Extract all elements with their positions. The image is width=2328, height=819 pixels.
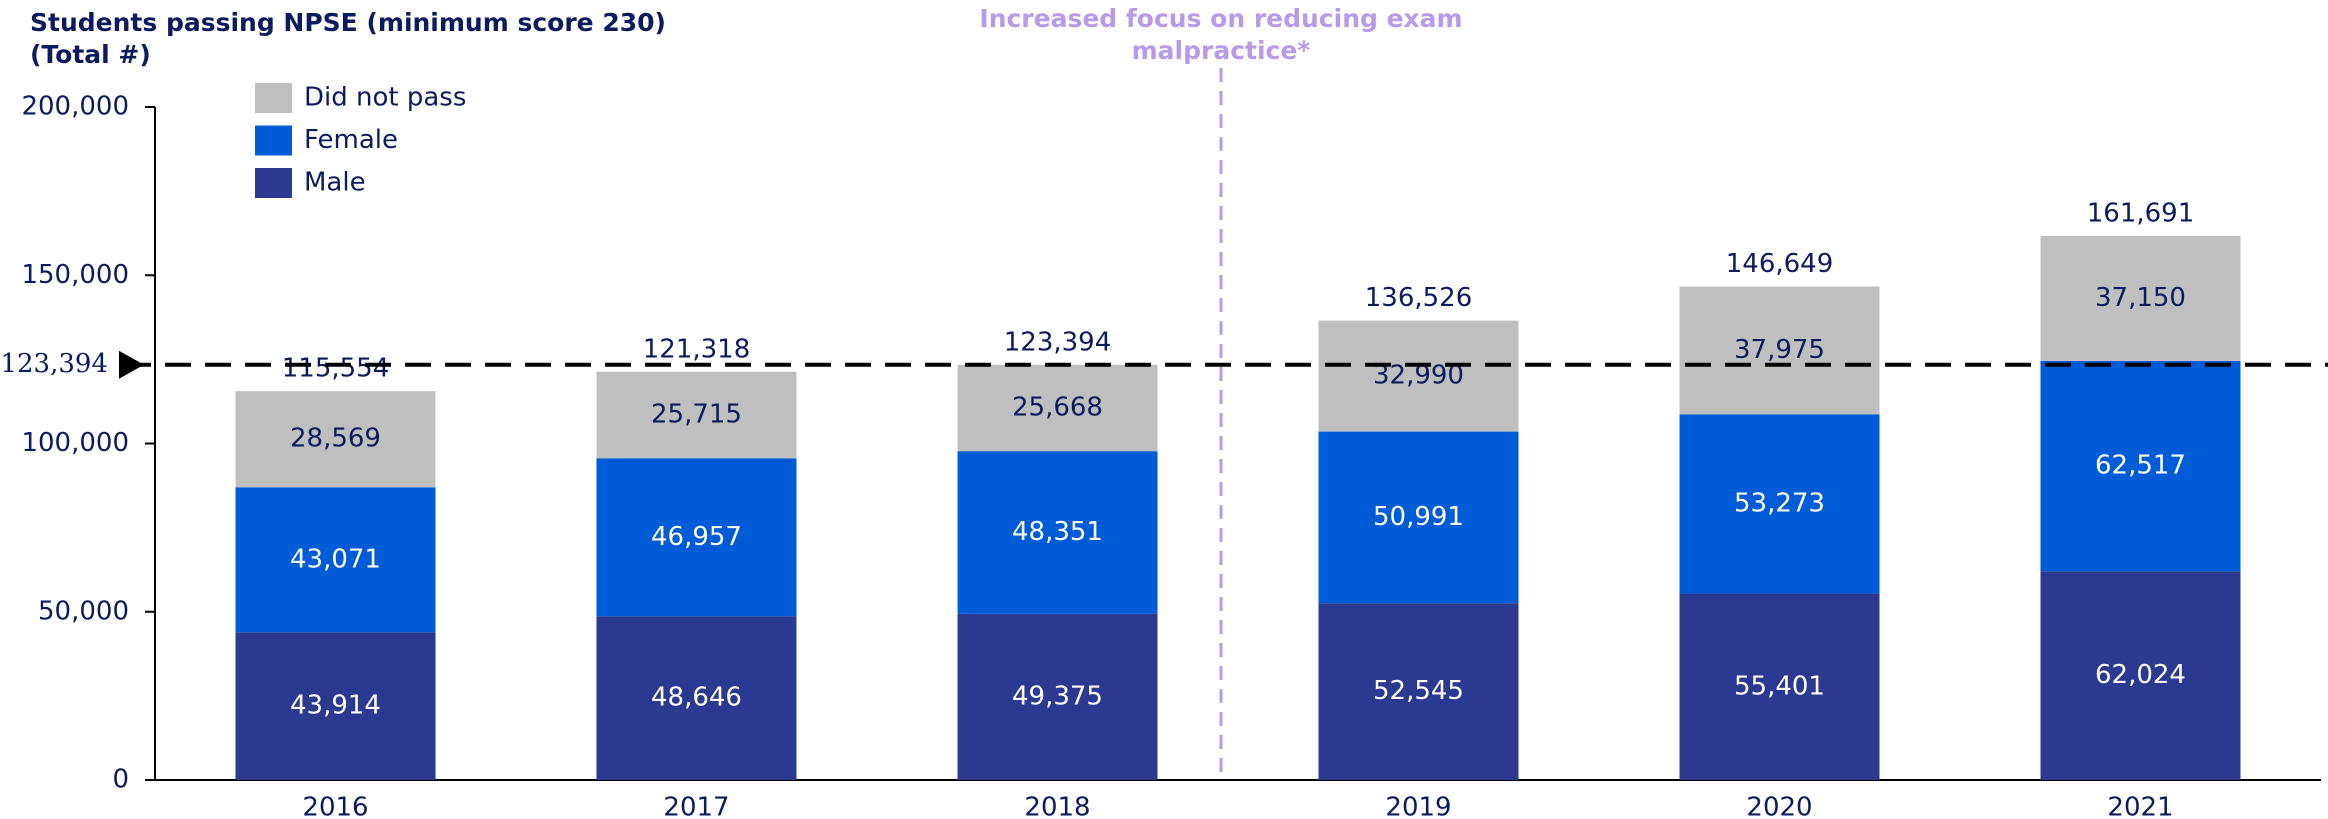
bar-segment [957, 613, 1158, 780]
bar-segment [235, 391, 436, 488]
annotation-text: Increased focus on reducing exam [979, 4, 1462, 33]
total-label: 161,691 [2087, 198, 2195, 228]
bar-segment [1318, 603, 1519, 780]
bar-label: 53,273 [1734, 488, 1825, 518]
reference-marker [119, 350, 144, 379]
annotation-text: malpractice* [1132, 36, 1311, 65]
legend-swatch [255, 83, 292, 113]
bar-segment [2040, 571, 2241, 780]
bar-segment [596, 458, 797, 617]
bar-label: 50,991 [1373, 502, 1464, 532]
x-tick-label: 2018 [1024, 793, 1090, 819]
bar-label: 55,401 [1734, 671, 1825, 701]
total-label: 146,649 [1726, 249, 1834, 279]
bar-label: 25,715 [651, 400, 742, 430]
x-tick-label: 2021 [2107, 793, 2173, 819]
y-tick-label: 0 [112, 765, 129, 795]
bar-segment [1318, 431, 1519, 604]
bar-label: 49,375 [1012, 681, 1103, 711]
chart-title: Students passing NPSE (minimum score 230… [30, 8, 666, 37]
bar-segment [596, 616, 797, 780]
bar-segment [1318, 320, 1519, 432]
bar-segment [596, 371, 797, 459]
bar-label: 43,914 [290, 691, 381, 721]
chart-title: (Total #) [30, 40, 151, 69]
bar-label: 28,569 [290, 424, 381, 454]
bar-segment [2040, 360, 2241, 572]
bar-segment [2040, 235, 2241, 361]
total-label: 136,526 [1365, 283, 1473, 313]
bar-segment [957, 364, 1158, 452]
y-tick-label: 200,000 [21, 92, 129, 122]
bar-segment [235, 632, 436, 780]
bar-label: 25,668 [1012, 392, 1103, 422]
x-tick-label: 2016 [302, 793, 368, 819]
bar-segment [1679, 593, 1880, 780]
total-label: 121,318 [643, 334, 751, 364]
bar-label: 62,517 [2095, 451, 2186, 481]
bar-segment [1679, 414, 1880, 594]
legend-label: Male [304, 168, 366, 198]
bar-label: 43,071 [290, 544, 381, 574]
bar-segment [957, 451, 1158, 614]
bar-label: 48,351 [1012, 517, 1103, 547]
legend-label: Did not pass [304, 83, 466, 113]
bar-label: 48,646 [651, 683, 742, 713]
y-tick-label: 150,000 [21, 260, 129, 290]
total-label: 115,554 [282, 354, 390, 384]
legend-swatch [255, 125, 292, 156]
bar-segment [235, 487, 436, 633]
x-tick-label: 2019 [1385, 793, 1451, 819]
bar-label: 62,024 [2095, 660, 2186, 690]
x-tick-label: 2020 [1746, 793, 1812, 819]
reference-label: 123,394 [0, 349, 108, 379]
bar-segment [1679, 286, 1880, 415]
bar-label: 46,957 [651, 522, 742, 552]
total-label: 123,394 [1004, 327, 1112, 357]
bar-label: 37,975 [1734, 335, 1825, 365]
legend-label: Female [304, 125, 398, 155]
bar-label: 37,150 [2095, 283, 2186, 313]
x-tick-label: 2017 [663, 793, 729, 819]
y-tick-label: 50,000 [38, 596, 129, 626]
bar-label: 52,545 [1373, 676, 1464, 706]
legend-swatch [255, 168, 292, 198]
y-tick-label: 100,000 [21, 428, 129, 458]
